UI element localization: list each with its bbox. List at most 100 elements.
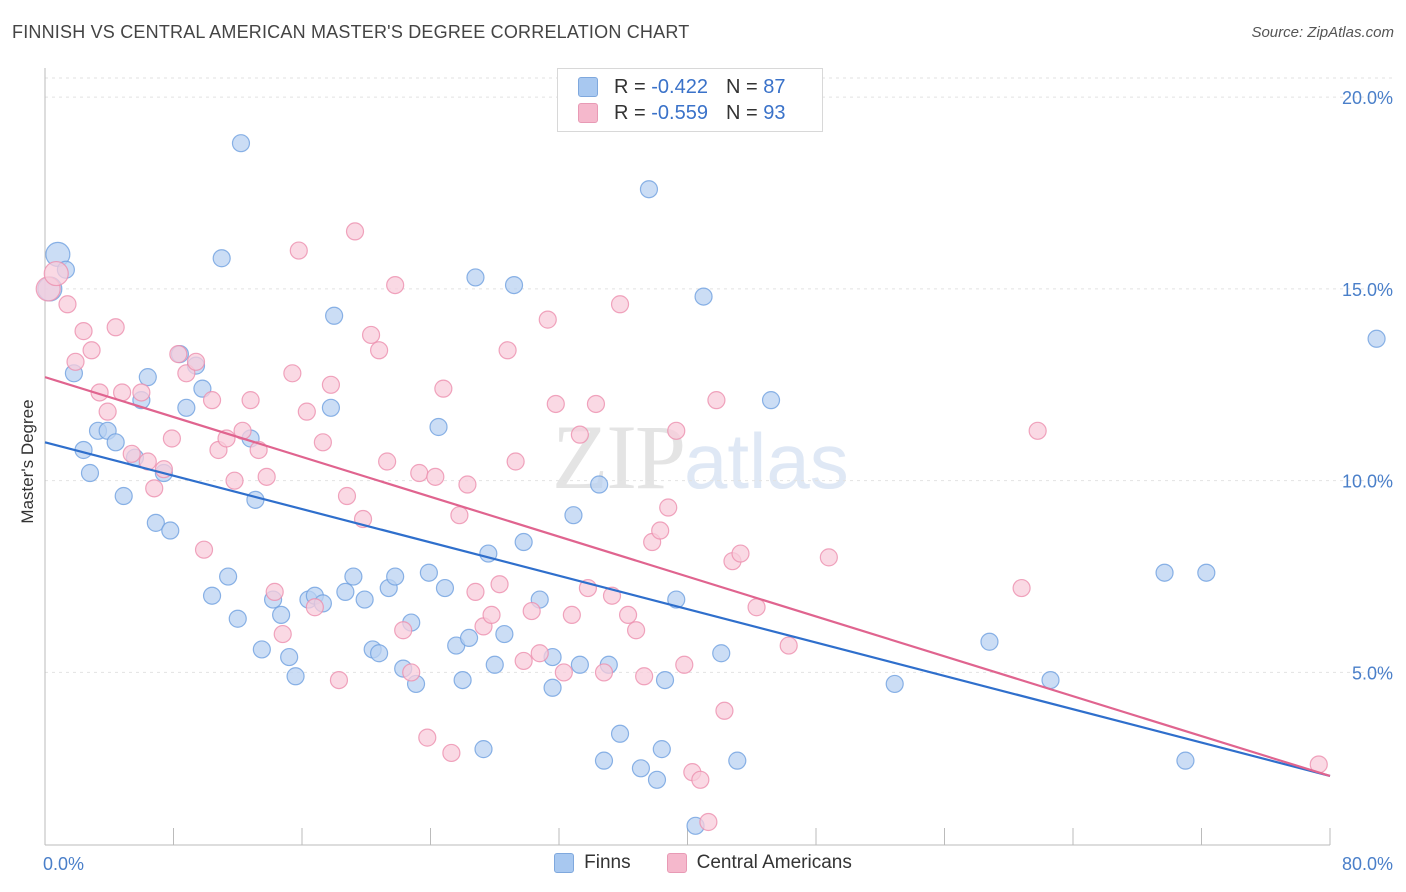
point-central-americans — [43, 260, 69, 287]
point-finns — [114, 486, 133, 506]
trend-lines — [44, 376, 1331, 778]
point-central-americans — [1028, 421, 1047, 440]
point-finns — [761, 391, 781, 410]
point-central-americans — [194, 540, 214, 559]
point-central-americans — [145, 479, 164, 498]
point-central-americans — [345, 222, 365, 241]
point-finns — [652, 740, 671, 759]
point-finns — [146, 513, 165, 532]
point-finns — [570, 655, 589, 674]
axes — [44, 68, 1331, 846]
legend-row-central-americans: R = -0.559 N = 93 — [578, 101, 785, 125]
series-legend: Finns Central Americans — [0, 852, 1406, 874]
point-finns — [1176, 751, 1195, 770]
grid — [45, 77, 1392, 673]
legend-r-value: -0.559 — [651, 101, 708, 124]
point-finns — [325, 306, 344, 325]
point-central-americans — [546, 394, 565, 414]
y-tick-label: 5.0% — [1352, 663, 1393, 683]
axis-labels: 5.0% 10.0% 15.0% 20.0% 0.0% 80.0% Master's Deg… — [18, 88, 1393, 874]
point-finns — [495, 624, 514, 644]
y-tick-label: 10.0% — [1342, 472, 1393, 492]
point-finns — [728, 751, 747, 770]
data-points — [35, 134, 1386, 835]
point-central-americans — [514, 651, 533, 671]
point-central-americans — [410, 463, 429, 483]
point-finns — [694, 287, 713, 306]
legend-n-label: N = — [725, 101, 758, 124]
point-finns — [212, 249, 231, 268]
point-finns — [1155, 563, 1174, 582]
point-central-americans — [450, 506, 469, 525]
point-central-americans — [82, 341, 101, 360]
point-central-americans — [675, 655, 694, 674]
point-central-americans — [506, 452, 525, 471]
watermark: ZIPatlas — [552, 404, 849, 510]
point-finns — [370, 644, 389, 663]
point-finns — [980, 632, 999, 651]
point-central-americans — [434, 379, 453, 398]
point-finns — [344, 567, 363, 586]
point-central-americans — [490, 575, 509, 594]
point-central-americans — [106, 318, 125, 337]
legend-item-central-americans[interactable]: Central Americans — [666, 852, 852, 874]
point-central-americans — [699, 812, 718, 832]
point-central-americans — [466, 582, 485, 601]
trend-line-finns — [44, 441, 1331, 778]
point-central-americans — [586, 394, 606, 414]
point-central-americans — [426, 467, 445, 486]
point-central-americans — [659, 498, 678, 517]
point-central-americans — [329, 670, 349, 690]
point-central-americans — [273, 624, 292, 644]
point-finns — [435, 578, 455, 598]
point-finns — [631, 759, 651, 778]
point-central-americans — [202, 391, 222, 410]
point-central-americans — [715, 701, 734, 720]
point-central-americans — [731, 544, 750, 563]
point-central-americans — [819, 548, 838, 567]
point-finns — [590, 475, 609, 494]
point-finns — [272, 605, 291, 625]
point-central-americans — [394, 621, 413, 640]
point-central-americans — [442, 743, 461, 763]
point-central-americans — [635, 667, 654, 686]
watermark-zip: ZIP — [552, 406, 686, 508]
point-central-americans — [289, 241, 308, 260]
point-central-americans — [386, 275, 405, 295]
point-finns — [138, 368, 157, 387]
legend-item-finns[interactable]: Finns — [554, 852, 631, 874]
point-central-americans — [313, 433, 332, 452]
legend-r-value: -0.422 — [651, 75, 708, 98]
point-finns — [667, 590, 686, 609]
point-central-americans — [1012, 578, 1031, 598]
point-central-americans — [257, 467, 276, 486]
point-finns — [466, 268, 485, 287]
point-finns — [647, 770, 667, 789]
legend-swatch-central-americans — [666, 853, 687, 873]
legend-n-label: N = — [725, 75, 758, 98]
point-central-americans — [66, 352, 85, 371]
point-finns — [543, 678, 562, 697]
point-finns — [712, 644, 731, 663]
chart-title: FINNISH VS CENTRAL AMERICAN MASTER'S DEG… — [12, 22, 690, 42]
point-finns — [246, 490, 265, 509]
point-finns — [355, 590, 374, 609]
point-central-americans — [570, 425, 589, 444]
chart-source: Source: ZipAtlas.com — [1251, 24, 1394, 41]
point-central-americans — [225, 471, 244, 490]
point-central-americans — [618, 605, 638, 625]
y-axis-label: Master's Degree — [18, 399, 37, 523]
point-central-americans — [522, 601, 541, 621]
x-tick-label: 0.0% — [43, 854, 84, 874]
point-central-americans — [554, 663, 573, 682]
legend-swatch-central-americans — [578, 103, 598, 123]
point-central-americans — [265, 582, 284, 601]
point-finns — [485, 655, 504, 674]
point-central-americans — [132, 383, 151, 402]
x-tick-label: 80.0% — [1342, 854, 1393, 874]
point-central-americans — [458, 475, 477, 494]
point-central-americans — [626, 621, 646, 640]
legend-label-finns: Finns — [584, 852, 631, 873]
point-central-americans — [482, 605, 501, 625]
point-finns — [514, 532, 533, 552]
